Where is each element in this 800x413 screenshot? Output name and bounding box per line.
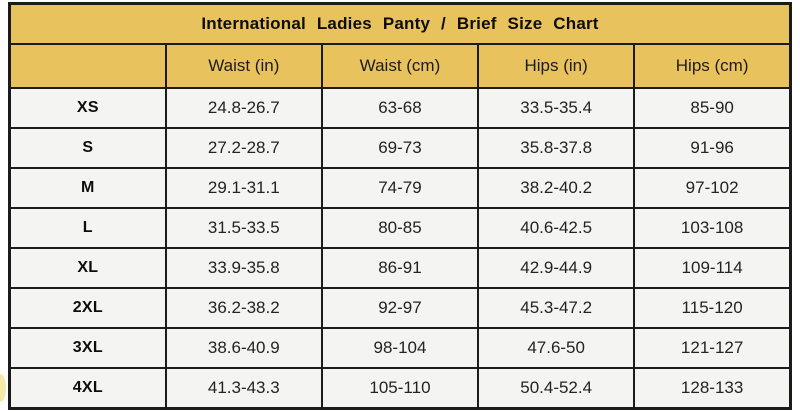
size-cell: L	[8, 207, 167, 249]
size-cell: M	[8, 167, 167, 209]
size-cell: 4XL	[8, 367, 167, 410]
value-cell-hips-in: 45.3-47.2	[477, 287, 636, 329]
edge-artifact	[0, 374, 6, 402]
value-cell-waist-in: 27.2-28.7	[164, 127, 323, 169]
value-cell-waist-cm: 98-104	[320, 327, 480, 369]
col-header-hips-in: Hips (in)	[477, 43, 636, 89]
table-row-l: L 31.5-33.5 80-85 40.6-42.5 103-108	[8, 207, 792, 249]
value-cell-hips-cm: 103-108	[633, 207, 792, 249]
table-row-xs: XS 24.8-26.7 63-68 33.5-35.4 85-90	[8, 87, 792, 129]
value-cell-hips-in: 38.2-40.2	[477, 167, 636, 209]
col-header-size	[8, 43, 167, 89]
value-cell-hips-in: 35.8-37.8	[477, 127, 636, 169]
title-row: International Ladies Panty / Brief Size …	[8, 2, 792, 45]
value-cell-hips-in: 47.6-50	[477, 327, 636, 369]
value-cell-hips-cm: 128-133	[633, 367, 792, 410]
value-cell-waist-in: 33.9-35.8	[164, 247, 323, 289]
col-header-hips-cm: Hips (cm)	[633, 43, 792, 89]
value-cell-waist-in: 41.3-43.3	[164, 367, 323, 410]
value-cell-hips-cm: 115-120	[633, 287, 792, 329]
value-cell-waist-in: 38.6-40.9	[164, 327, 323, 369]
table-row-xl: XL 33.9-35.8 86-91 42.9-44.9 109-114	[8, 247, 792, 289]
size-cell: XL	[8, 247, 167, 289]
value-cell-waist-in: 29.1-31.1	[164, 167, 323, 209]
value-cell-waist-in: 31.5-33.5	[164, 207, 323, 249]
value-cell-hips-cm: 121-127	[633, 327, 792, 369]
table-row-s: S 27.2-28.7 69-73 35.8-37.8 91-96	[8, 127, 792, 169]
value-cell-hips-cm: 109-114	[633, 247, 792, 289]
value-cell-hips-cm: 97-102	[633, 167, 792, 209]
table-row-m: M 29.1-31.1 74-79 38.2-40.2 97-102	[8, 167, 792, 209]
size-chart-table: International Ladies Panty / Brief Size …	[8, 2, 792, 410]
header-row: Waist (in) Waist (cm) Hips (in) Hips (cm…	[8, 43, 792, 89]
value-cell-waist-in: 36.2-38.2	[164, 287, 323, 329]
table-row-4xl: 4XL 41.3-43.3 105-110 50.4-52.4 128-133	[8, 367, 792, 410]
value-cell-hips-cm: 85-90	[633, 87, 792, 129]
size-cell: S	[8, 127, 167, 169]
value-cell-hips-in: 50.4-52.4	[477, 367, 636, 410]
value-cell-waist-in: 24.8-26.7	[164, 87, 323, 129]
value-cell-waist-cm: 105-110	[320, 367, 480, 410]
size-chart: International Ladies Panty / Brief Size …	[8, 2, 792, 410]
size-cell: 3XL	[8, 327, 167, 369]
value-cell-waist-cm: 80-85	[320, 207, 480, 249]
value-cell-waist-cm: 63-68	[320, 87, 480, 129]
value-cell-hips-cm: 91-96	[633, 127, 792, 169]
value-cell-waist-cm: 86-91	[320, 247, 480, 289]
col-header-waist-cm: Waist (cm)	[320, 43, 480, 89]
value-cell-waist-cm: 74-79	[320, 167, 480, 209]
col-header-waist-in: Waist (in)	[164, 43, 323, 89]
table-row-2xl: 2XL 36.2-38.2 92-97 45.3-47.2 115-120	[8, 287, 792, 329]
size-cell: XS	[8, 87, 167, 129]
value-cell-waist-cm: 92-97	[320, 287, 480, 329]
value-cell-hips-in: 42.9-44.9	[477, 247, 636, 289]
value-cell-waist-cm: 69-73	[320, 127, 480, 169]
value-cell-hips-in: 40.6-42.5	[477, 207, 636, 249]
table-row-3xl: 3XL 38.6-40.9 98-104 47.6-50 121-127	[8, 327, 792, 369]
size-cell: 2XL	[8, 287, 167, 329]
value-cell-hips-in: 33.5-35.4	[477, 87, 636, 129]
chart-title: International Ladies Panty / Brief Size …	[8, 2, 792, 45]
